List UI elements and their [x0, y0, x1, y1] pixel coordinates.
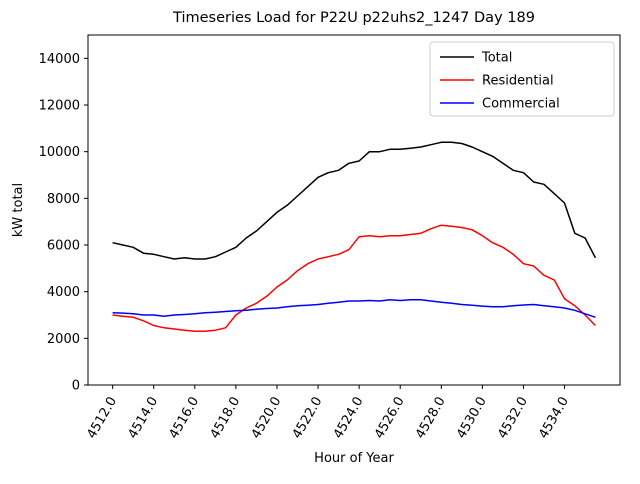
- x-tick-label: 4514.0: [125, 395, 161, 442]
- x-tick-label: 4534.0: [536, 395, 572, 442]
- legend-box: [429, 41, 615, 117]
- series-line-total: [112, 141, 597, 260]
- x-tick-label: 4518.0: [208, 395, 244, 442]
- y-tick-label: 0: [72, 379, 80, 394]
- x-tick-label: 4522.0: [290, 395, 326, 442]
- x-tick-label: 4512.0: [84, 395, 120, 442]
- y-tick-label: 10000: [39, 145, 80, 160]
- x-tick-label: 4530.0: [454, 395, 490, 442]
- y-tick-label: 8000: [47, 192, 80, 207]
- x-tick-label: 4528.0: [413, 395, 449, 442]
- x-axis-label: Hour of Year: [314, 451, 394, 466]
- legend-label: Commercial: [482, 97, 560, 112]
- y-tick-label: 14000: [39, 52, 80, 67]
- x-tick-label: 4516.0: [167, 395, 203, 442]
- y-tick-label: 2000: [47, 332, 80, 347]
- legend-label: Residential: [482, 74, 554, 89]
- y-tick-label: 12000: [39, 99, 80, 114]
- y-tick-label: 6000: [47, 239, 80, 254]
- series-line-residential: [112, 224, 596, 333]
- chart-title: Timeseries Load for P22U p22uhs2_1247 Da…: [172, 10, 535, 26]
- x-tick-label: 4526.0: [372, 395, 408, 442]
- series-line-commercial: [112, 299, 596, 319]
- x-tick-label: 4524.0: [331, 395, 367, 442]
- y-tick-label: 4000: [47, 285, 80, 300]
- x-tick-label: 4532.0: [495, 395, 531, 442]
- legend-label: Total: [481, 51, 512, 66]
- y-axis-label: kW total: [11, 183, 26, 237]
- axes-border: [87, 34, 621, 386]
- x-tick-label: 4520.0: [249, 395, 285, 442]
